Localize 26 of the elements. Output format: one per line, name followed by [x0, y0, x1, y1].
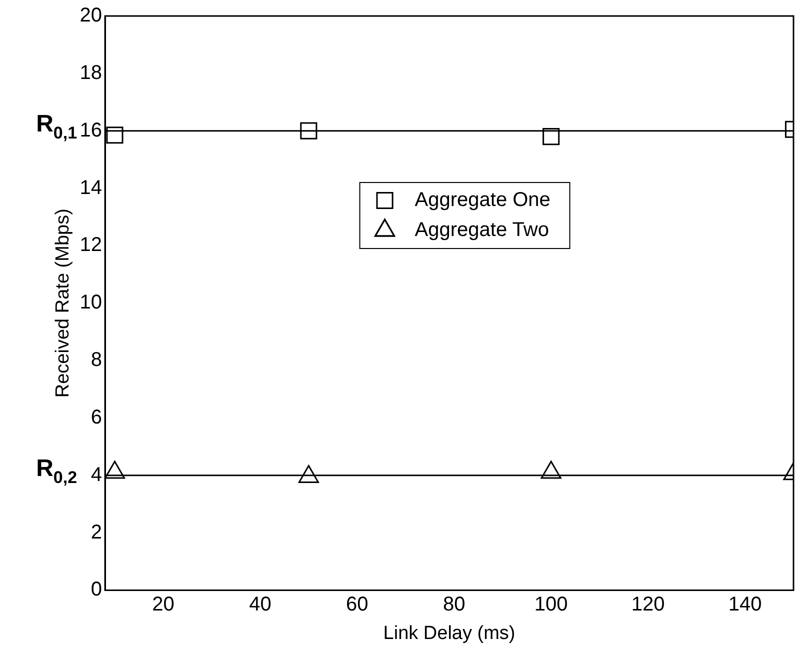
x-tick-label: 60 — [346, 594, 368, 616]
y-tick-label: 16 — [80, 119, 102, 142]
x-axis-title: Link Delay (ms) — [383, 622, 516, 644]
y-tick-label: 12 — [80, 234, 102, 256]
y-axis-title: Received Rate (Mbps) — [52, 208, 74, 398]
y-tick-label: 14 — [80, 176, 102, 199]
y-tick-label: 4 — [90, 464, 102, 486]
y-tick-label: 18 — [80, 62, 102, 84]
x-tick-label: 100 — [534, 594, 568, 616]
y-tick-label: 2 — [90, 521, 102, 544]
y-tick-label: 0 — [90, 578, 102, 601]
point — [300, 122, 318, 140]
point — [106, 126, 124, 144]
point — [298, 465, 319, 484]
x-tick-label: 20 — [152, 594, 174, 616]
x-tick-label: 140 — [728, 594, 762, 616]
x-tick-label: 80 — [442, 594, 466, 616]
y-tick-label: 10 — [80, 292, 102, 314]
y-tick-label: 6 — [90, 406, 102, 428]
x-tick-label: 40 — [249, 594, 272, 616]
y-tick-label: 8 — [90, 349, 102, 372]
legend-label: Aggregate Two — [414, 219, 549, 242]
legend-label: Aggregate One — [414, 189, 550, 212]
point — [105, 460, 126, 479]
y-tick-label: 20 — [80, 4, 102, 27]
x-tick-label: 120 — [631, 594, 665, 616]
